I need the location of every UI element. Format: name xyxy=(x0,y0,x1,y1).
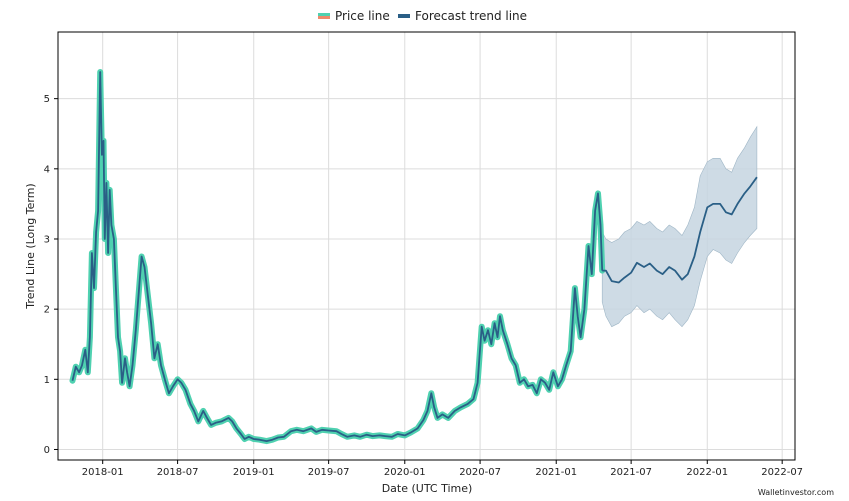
y-tick-label: 2 xyxy=(44,305,50,316)
y-axis-ticks: 0 1 2 3 4 5 xyxy=(44,94,58,456)
x-tick-label: 2020-01 xyxy=(384,467,426,478)
x-tick-label: 2021-07 xyxy=(610,467,652,478)
x-tick-label: 2018-01 xyxy=(82,467,124,478)
legend-label-price-line: Price line xyxy=(335,9,390,23)
x-tick-label: 2019-07 xyxy=(308,467,350,478)
x-axis-label: Date (UTC Time) xyxy=(382,482,473,495)
legend-swatch-price-line-bottom xyxy=(318,16,330,19)
x-tick-label: 2020-07 xyxy=(459,467,501,478)
x-tick-label: 2018-07 xyxy=(157,467,199,478)
y-tick-label: 3 xyxy=(44,234,50,245)
forecast-confidence-band xyxy=(601,125,758,328)
x-tick-label: 2021-01 xyxy=(535,467,577,478)
x-tick-label: 2022-07 xyxy=(761,467,803,478)
x-tick-label: 2019-01 xyxy=(233,467,275,478)
legend-swatch-forecast-trend-line xyxy=(398,14,410,18)
price-line-layer xyxy=(69,69,606,445)
y-tick-label: 5 xyxy=(44,94,50,105)
watermark-text: Walletinvestor.com xyxy=(758,488,834,497)
y-axis-label: Trend Line (Long Term) xyxy=(24,183,37,309)
y-tick-label: 0 xyxy=(44,445,50,456)
x-tick-label: 2022-01 xyxy=(686,467,728,478)
forecast-line-layer xyxy=(602,176,758,284)
forecast-band-layer xyxy=(601,125,758,328)
forecast-trend-line xyxy=(602,176,758,284)
price-trend-overlay-line xyxy=(71,71,604,443)
legend-swatch-price-line-top xyxy=(318,13,330,16)
legend: Price line Forecast trend line xyxy=(318,9,527,23)
y-tick-label: 4 xyxy=(44,164,50,175)
legend-label-forecast-trend-line: Forecast trend line xyxy=(415,9,527,23)
plot-frame xyxy=(57,31,796,461)
x-axis-ticks: 2018-01 2018-07 2019-01 2019-07 2020-01 2020-… xyxy=(82,460,803,478)
y-tick-label: 1 xyxy=(44,375,50,386)
price-line xyxy=(69,69,606,445)
